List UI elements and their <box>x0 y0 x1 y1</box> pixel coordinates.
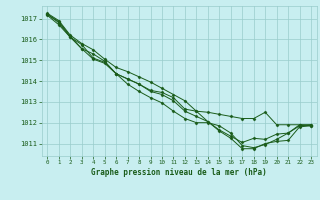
X-axis label: Graphe pression niveau de la mer (hPa): Graphe pression niveau de la mer (hPa) <box>91 168 267 177</box>
